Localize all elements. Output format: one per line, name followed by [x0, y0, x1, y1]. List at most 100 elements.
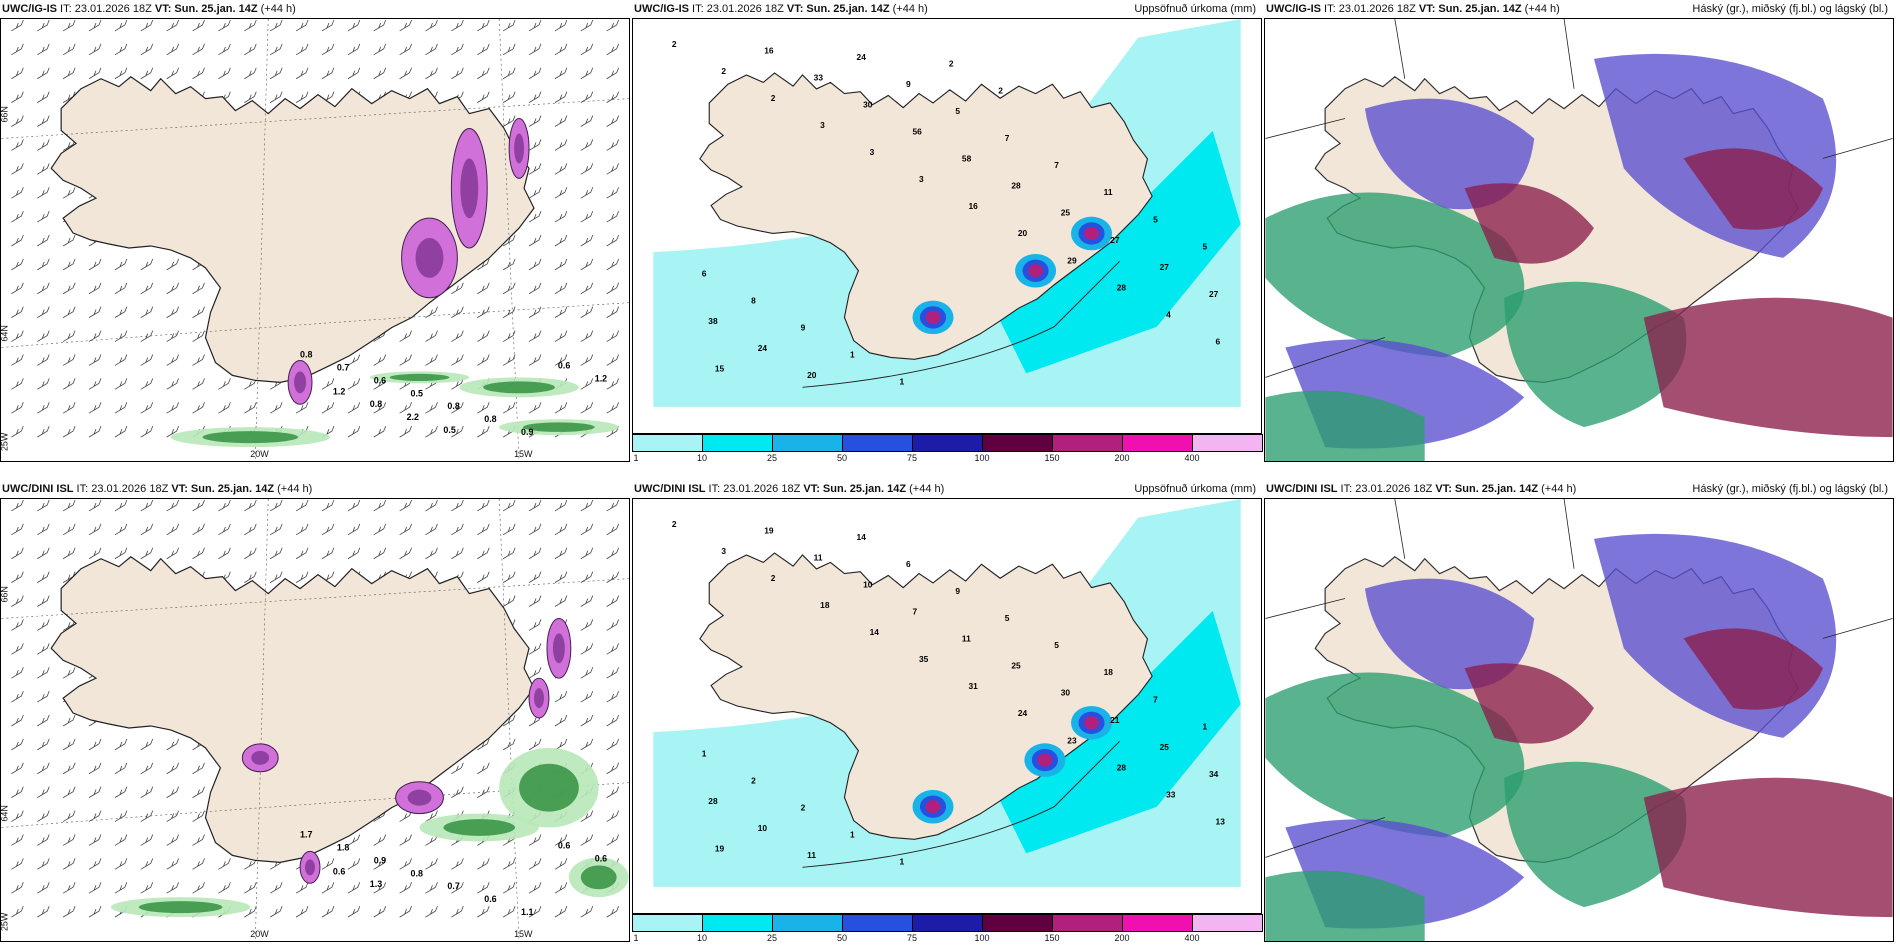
- wind-barb: [477, 67, 490, 80]
- wind-barb: [11, 858, 24, 870]
- wind-barb: [502, 571, 516, 583]
- precip-core-inner: [1084, 716, 1099, 730]
- wind-barb: [528, 738, 542, 751]
- wind-barb: [554, 187, 568, 199]
- wind-barb: [269, 91, 283, 103]
- colorbar-tick: 200: [1114, 453, 1130, 463]
- wind-barb: [295, 906, 309, 918]
- precip-amount: 13: [1216, 816, 1226, 826]
- precip-amount: 28: [1117, 762, 1127, 772]
- wind-barb: [62, 547, 76, 560]
- wind-barb: [37, 187, 50, 199]
- wind-barb: [373, 834, 387, 846]
- wind-barb: [502, 499, 516, 512]
- wind-barb: [166, 282, 179, 295]
- colorbar-swatch: [632, 914, 703, 932]
- wind-barb: [114, 786, 128, 798]
- panel-title: UWC/IG-IS IT: 23.01.2026 18Z VT: Sun. 25…: [634, 3, 928, 15]
- wind-barb: [62, 19, 76, 32]
- wind-barb: [580, 834, 594, 846]
- wind-barb: [244, 547, 257, 560]
- precip-amount: 6: [906, 559, 911, 569]
- wind-barb: [192, 762, 205, 775]
- colorbar-tick: 400: [1184, 933, 1200, 943]
- wind-barb: [451, 547, 464, 560]
- graticule-20w: [254, 499, 269, 941]
- graticule-64n: [1, 782, 629, 828]
- wind-barb: [554, 882, 568, 894]
- wind-barb: [114, 330, 128, 342]
- precip-value: 1.2: [333, 386, 345, 396]
- wind-barb: [347, 499, 361, 512]
- wind-barb: [477, 258, 490, 271]
- wind-barb: [373, 906, 387, 918]
- wind-barb: [451, 19, 464, 32]
- wind-barb: [166, 378, 179, 390]
- precip-amount: 10: [758, 823, 768, 833]
- wind-barb: [166, 258, 179, 271]
- wind-barb: [11, 91, 24, 103]
- wind-barb: [192, 67, 205, 80]
- precip-amount: 9: [906, 79, 911, 89]
- colorbar-tick: 1: [633, 453, 639, 463]
- wind-barb: [37, 571, 50, 583]
- precip-amount: 6: [1216, 336, 1221, 346]
- wind-barb: [580, 115, 594, 127]
- wind-barb: [11, 187, 24, 199]
- precip-band-core: [443, 819, 516, 836]
- wind-barb: [502, 354, 516, 366]
- wind-barb: [528, 258, 542, 271]
- wind-barb: [528, 91, 542, 103]
- precip-amount: 11: [962, 634, 971, 644]
- wind-barb: [425, 426, 438, 438]
- high-cloud: [1643, 777, 1893, 918]
- wind-barb: [88, 547, 102, 560]
- graticule-66n: [1, 98, 629, 139]
- wind-barb: [11, 330, 24, 342]
- precip-amount: 2: [751, 775, 756, 785]
- colorbar-swatch: [772, 914, 843, 932]
- colorbar-tick: 10: [696, 933, 708, 943]
- border-lines: [1265, 499, 1893, 858]
- wind-barb: [580, 91, 594, 103]
- wind-barb: [347, 43, 361, 56]
- wind-barb: [580, 258, 594, 271]
- wind-barb: [606, 714, 619, 727]
- wind-barb: [399, 426, 412, 438]
- wind-barb: [166, 402, 179, 414]
- wind-barb: [62, 738, 76, 751]
- wind-barb: [11, 571, 24, 583]
- wind-barb: [477, 762, 490, 775]
- wind-barb: [11, 690, 24, 703]
- wind-barb: [192, 834, 205, 846]
- wind-barb: [347, 19, 361, 32]
- wind-barb: [580, 595, 594, 607]
- precip-area-mid: [988, 610, 1241, 854]
- wind-barb: [62, 187, 76, 199]
- wind-barb: [451, 330, 464, 342]
- wind-barb: [114, 738, 128, 751]
- precip-amount: 3: [919, 174, 924, 184]
- wind-barb: [192, 786, 205, 798]
- colorbar-tick: 1: [633, 933, 639, 943]
- wind-barb: [606, 330, 619, 342]
- wind-barb: [399, 330, 412, 342]
- wind-barb: [269, 499, 283, 512]
- precip-core: [460, 158, 479, 219]
- colorbar-swatch: [1122, 434, 1193, 452]
- colorbar-swatch: [842, 914, 913, 932]
- wind-barb: [321, 67, 335, 80]
- low-cloud: [1265, 672, 1525, 838]
- precip-amount: 11: [1104, 187, 1113, 197]
- wind-barb: [451, 402, 464, 414]
- wind-barb: [192, 882, 205, 894]
- wind-barb: [62, 354, 76, 366]
- precip-amount: 7: [913, 607, 918, 617]
- precip-core: [534, 688, 544, 709]
- wind-barb: [244, 91, 257, 103]
- wind-barb: [425, 19, 438, 32]
- wind-barb: [295, 67, 309, 80]
- wind-barb: [37, 595, 50, 607]
- wind-barb: [373, 499, 387, 512]
- precip-amount: 7: [1153, 694, 1158, 704]
